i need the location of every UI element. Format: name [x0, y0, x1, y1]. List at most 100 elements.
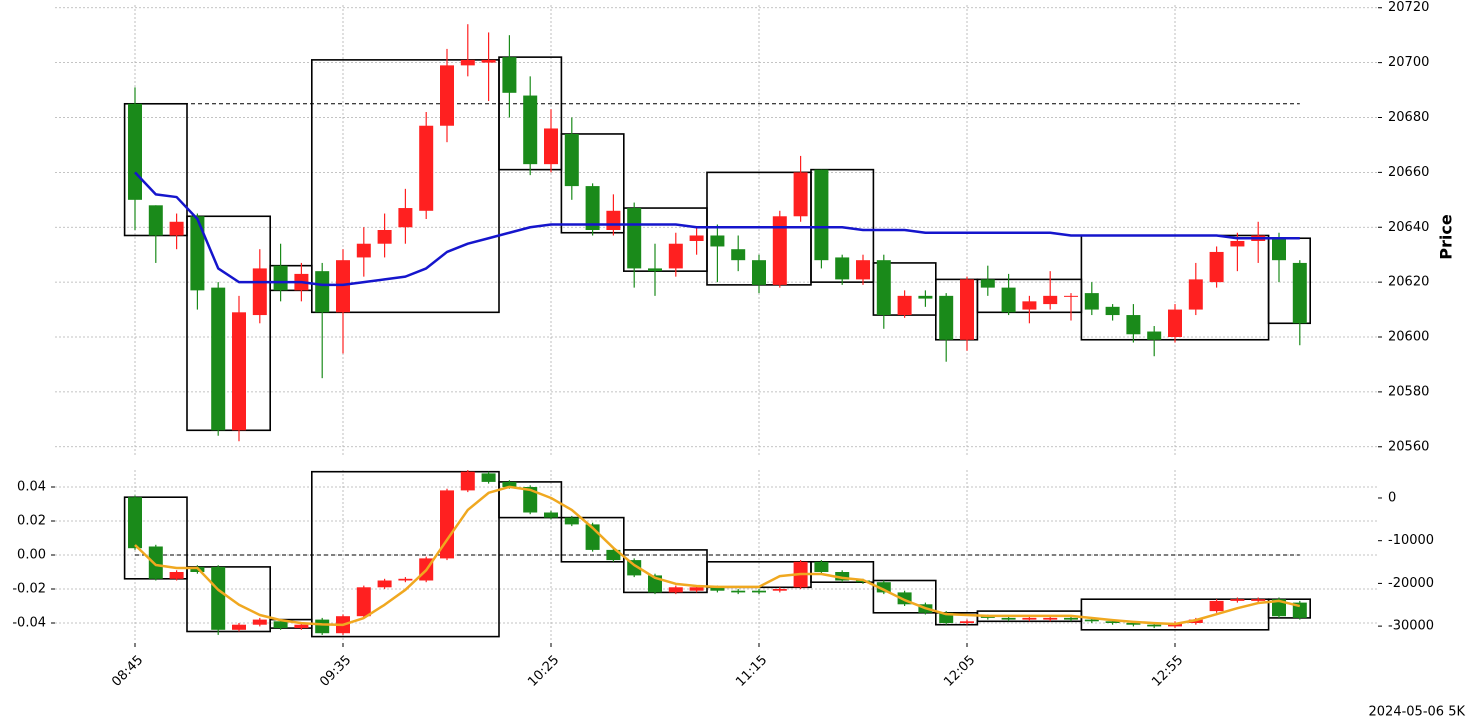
y2-tick-label: 0	[1388, 490, 1396, 505]
range-box	[186, 566, 271, 633]
candle-body	[876, 260, 891, 316]
candle-body	[1230, 240, 1245, 247]
candle-body	[710, 235, 725, 247]
candle-body	[273, 265, 288, 291]
range-box	[310, 59, 500, 314]
candle-body	[1230, 599, 1245, 601]
candle-body	[128, 497, 142, 549]
y-tick-label: 0.02	[17, 514, 46, 529]
y-tick-label: 20660	[1388, 165, 1429, 180]
candle-body	[523, 95, 538, 165]
candle-body	[1126, 623, 1141, 625]
candle-body	[606, 549, 621, 561]
candle-body	[481, 473, 496, 482]
y-tick-label: 0.00	[17, 548, 46, 563]
candle-body	[772, 589, 787, 591]
x-tick-label: 11:15	[733, 653, 770, 690]
y-tick-label: 20580	[1388, 384, 1429, 399]
candle-body	[752, 590, 766, 593]
candle-body	[419, 125, 434, 211]
y-tick-label: 20600	[1388, 330, 1429, 345]
candle-body	[315, 271, 330, 313]
y-tick-label: 20680	[1388, 110, 1429, 125]
y2-tick-label: -20000	[1388, 576, 1434, 591]
range-box	[872, 579, 937, 614]
candle-body	[315, 619, 330, 634]
candle-body	[1022, 617, 1037, 620]
candle-body	[377, 230, 392, 244]
candle-body	[523, 487, 538, 513]
candle-body	[1043, 295, 1058, 305]
y-tick-label: 0.04	[17, 480, 46, 495]
candle-body	[211, 566, 226, 630]
candle-body	[1168, 309, 1182, 338]
y-tick-label: 20640	[1388, 220, 1429, 235]
candle-body	[1064, 617, 1078, 620]
candle-body	[1209, 251, 1224, 283]
x-tick-label: 12:05	[941, 653, 978, 690]
candle-body	[502, 481, 517, 487]
candle-body	[1188, 279, 1203, 310]
candle-body	[1105, 621, 1120, 623]
candle-body	[731, 249, 746, 261]
range-box	[186, 215, 271, 432]
candle-body	[710, 587, 725, 591]
candle-body	[356, 243, 371, 258]
candle-body	[668, 587, 683, 593]
range-box	[560, 516, 625, 563]
candle-body	[211, 287, 226, 431]
range-box	[310, 470, 500, 638]
candle-body	[294, 624, 309, 629]
overlay-line	[134, 171, 1300, 287]
candle-body	[460, 59, 475, 66]
candle-body	[544, 512, 558, 518]
candle-body	[897, 295, 912, 316]
candle-body	[502, 57, 517, 93]
candle-body	[585, 186, 600, 230]
candle-body	[814, 169, 829, 261]
candle-body	[564, 133, 579, 187]
candle-body	[481, 59, 496, 63]
candle-body	[232, 624, 246, 630]
y-tick-label: -0.04	[12, 616, 46, 631]
candle-body	[544, 128, 558, 165]
candle-body	[1043, 617, 1058, 620]
range-box	[498, 481, 563, 519]
candle-body	[564, 517, 579, 525]
candle-body	[377, 580, 392, 588]
candle-body	[252, 619, 267, 625]
candle-body	[460, 471, 475, 491]
candle-body	[980, 279, 995, 288]
candle-body	[772, 216, 787, 285]
candle-body	[440, 65, 454, 126]
candle-body	[1147, 624, 1162, 627]
candle-body	[835, 572, 850, 581]
range-box	[1267, 598, 1311, 619]
candle-body	[960, 279, 974, 340]
candle-body	[398, 208, 413, 228]
candle-body	[440, 490, 454, 559]
y-axis-label: Price	[1437, 214, 1456, 260]
y-tick-label: 20560	[1388, 439, 1429, 454]
x-tick-label: 09:35	[317, 653, 354, 690]
candle-body	[689, 235, 704, 241]
candle-body	[856, 260, 870, 280]
candle-body	[876, 582, 891, 593]
candle-body	[668, 243, 683, 269]
candle-body	[835, 257, 850, 280]
candle-body	[273, 621, 288, 629]
y-tick-label: 20720	[1388, 0, 1429, 15]
candle-body	[752, 260, 766, 285]
candle-body	[252, 268, 267, 316]
candle-body	[606, 210, 621, 230]
candle-body	[169, 572, 184, 579]
x-tick-label: 10:25	[525, 653, 562, 690]
candle-body	[148, 546, 163, 579]
candle-body	[190, 216, 205, 291]
candle-body	[1105, 306, 1120, 316]
x-tick-label: 08:45	[109, 653, 146, 690]
y-tick-label: 20700	[1388, 55, 1429, 70]
candle-body	[336, 260, 350, 313]
candle-body	[1292, 262, 1307, 324]
y-tick-label: 20620	[1388, 275, 1429, 290]
